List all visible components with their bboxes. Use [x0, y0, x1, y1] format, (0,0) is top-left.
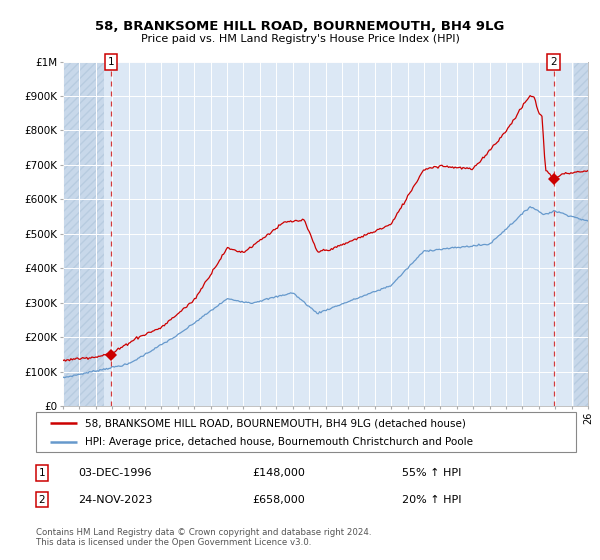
Text: 58, BRANKSOME HILL ROAD, BOURNEMOUTH, BH4 9LG (detached house): 58, BRANKSOME HILL ROAD, BOURNEMOUTH, BH… [85, 418, 466, 428]
Text: 2: 2 [38, 494, 46, 505]
Text: 20% ↑ HPI: 20% ↑ HPI [402, 494, 461, 505]
Text: 24-NOV-2023: 24-NOV-2023 [78, 494, 152, 505]
Text: Contains HM Land Registry data © Crown copyright and database right 2024.
This d: Contains HM Land Registry data © Crown c… [36, 528, 371, 547]
Text: 1: 1 [107, 57, 114, 67]
Text: £658,000: £658,000 [252, 494, 305, 505]
Bar [63, 62, 104, 406]
Text: 1: 1 [38, 468, 46, 478]
Bar [574, 62, 588, 406]
Text: Price paid vs. HM Land Registry's House Price Index (HPI): Price paid vs. HM Land Registry's House … [140, 34, 460, 44]
FancyBboxPatch shape [36, 412, 576, 452]
Text: 58, BRANKSOME HILL ROAD, BOURNEMOUTH, BH4 9LG: 58, BRANKSOME HILL ROAD, BOURNEMOUTH, BH… [95, 20, 505, 34]
Text: HPI: Average price, detached house, Bournemouth Christchurch and Poole: HPI: Average price, detached house, Bour… [85, 437, 473, 446]
Text: 55% ↑ HPI: 55% ↑ HPI [402, 468, 461, 478]
Text: 2: 2 [550, 57, 557, 67]
Text: 03-DEC-1996: 03-DEC-1996 [78, 468, 151, 478]
Text: £148,000: £148,000 [252, 468, 305, 478]
